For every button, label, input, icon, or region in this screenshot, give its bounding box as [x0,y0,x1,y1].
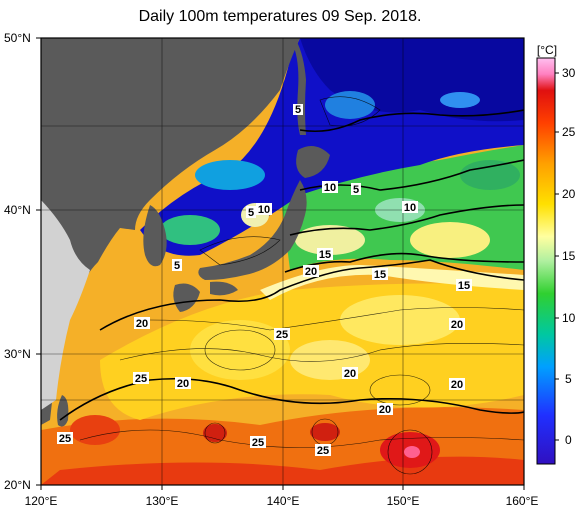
lon-label-120e: 120°E [25,494,58,508]
contour-label: 5 [248,207,254,219]
lon-label-150e: 150°E [387,494,420,508]
lon-label-130e: 130°E [146,494,179,508]
contour-label: 10 [258,204,270,216]
colorbar-unit: [°C] [537,43,557,57]
colorbar-tick: 5 [565,372,572,386]
contour-label: 20 [379,404,391,416]
lat-label-40n: 40°N [4,203,31,217]
lat-label-20n: 20°N [4,478,31,492]
contour-label: 20 [451,319,463,331]
contour-label: 25 [276,329,288,341]
contour-label: 15 [319,249,331,261]
map-panel [41,38,524,485]
lat-label-50n: 50°N [4,31,31,45]
contour-label: 5 [353,184,359,196]
map-title: Daily 100m temperatures 09 Sep. 2018. [138,8,422,25]
lon-label-160e: 160°E [506,494,539,508]
colorbar-gradient [536,57,556,465]
contour-label: 20 [451,379,463,391]
contour-label: 5 [174,260,180,272]
land-mainland [41,38,300,425]
contour-label: 25 [317,445,329,457]
contour-label: 15 [458,280,470,292]
colorbar-tick: 10 [562,311,576,325]
contour-label: 25 [252,437,264,449]
contour-label: 20 [305,266,317,278]
contour-label: 10 [404,202,416,214]
contour-label: 10 [324,182,336,194]
colorbar: [°C] 30 25 20 15 10 5 0 [536,43,576,465]
contour-label: 25 [59,433,71,445]
lat-label-30n: 30°N [4,347,31,361]
colorbar-tick: 25 [562,125,576,139]
contour-label: 20 [136,318,148,330]
contour-label: 20 [177,378,189,390]
contour-label: 25 [135,373,147,385]
contour-label: 15 [374,269,386,281]
contour-label: 20 [344,368,356,380]
lon-label-140e: 140°E [267,494,300,508]
colorbar-tick: 30 [562,66,576,80]
contour-labels: 5 10 10 5 5 10 5 10 15 20 15 15 20 25 20… [57,104,472,457]
colorbar-tick: 15 [562,249,576,263]
colorbar-tick: 0 [565,433,572,447]
contour-label: 5 [295,104,301,116]
colorbar-tick: 20 [562,187,576,201]
